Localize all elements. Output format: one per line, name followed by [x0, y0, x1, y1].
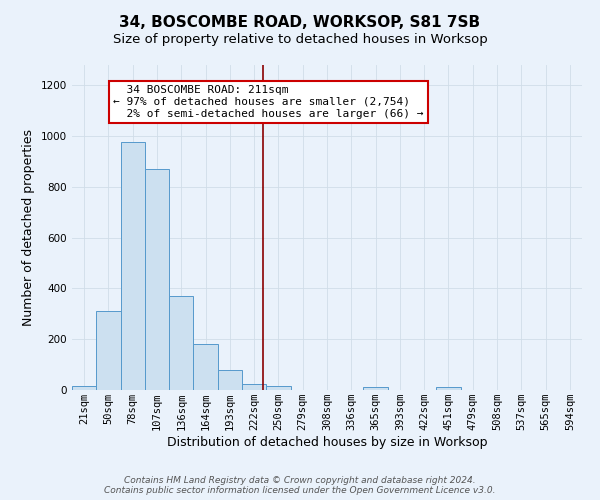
Bar [96, 312, 121, 390]
Bar [169, 296, 193, 390]
Bar [266, 386, 290, 390]
Bar [364, 388, 388, 390]
Bar [121, 142, 145, 390]
Bar [72, 386, 96, 390]
Text: 34 BOSCOMBE ROAD: 211sqm
← 97% of detached houses are smaller (2,754)
  2% of se: 34 BOSCOMBE ROAD: 211sqm ← 97% of detach… [113, 86, 424, 118]
Bar [218, 370, 242, 390]
Bar [242, 384, 266, 390]
Text: Contains HM Land Registry data © Crown copyright and database right 2024.
Contai: Contains HM Land Registry data © Crown c… [104, 476, 496, 495]
Text: Size of property relative to detached houses in Worksop: Size of property relative to detached ho… [113, 32, 487, 46]
Bar [193, 344, 218, 390]
Bar [436, 388, 461, 390]
Text: 34, BOSCOMBE ROAD, WORKSOP, S81 7SB: 34, BOSCOMBE ROAD, WORKSOP, S81 7SB [119, 15, 481, 30]
Bar [145, 169, 169, 390]
Y-axis label: Number of detached properties: Number of detached properties [22, 129, 35, 326]
X-axis label: Distribution of detached houses by size in Worksop: Distribution of detached houses by size … [167, 436, 487, 449]
